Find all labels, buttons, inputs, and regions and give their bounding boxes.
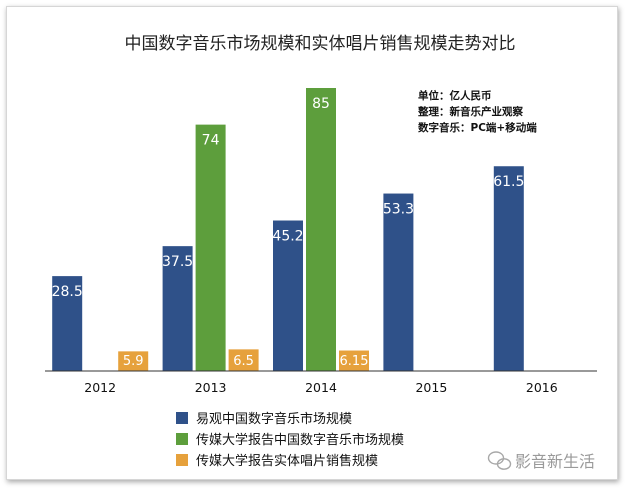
chart-frame: 中国数字音乐市场规模和实体唱片销售规模走势对比 单位：亿人民币 整理：新音乐产业…	[6, 6, 618, 480]
legend-swatch-3	[176, 454, 188, 466]
chart-title: 中国数字音乐市场规模和实体唱片销售规模走势对比	[125, 34, 516, 54]
x-tick-label-2015: 2015	[415, 380, 447, 395]
chart: 中国数字音乐市场规模和实体唱片销售规模走势对比 单位：亿人民币 整理：新音乐产业…	[45, 34, 597, 471]
wechat-icon	[487, 451, 512, 470]
data-label-3-2013: 6.5	[233, 354, 254, 369]
x-tick-label-2012: 2012	[84, 380, 116, 395]
x-tick-labels: 2012 2013 2014 2015 2016	[84, 380, 557, 395]
data-label-1-2015: 53.3	[383, 202, 414, 218]
note-scope: 数字音乐：PC端+移动端	[417, 121, 537, 134]
chart-notes: 单位：亿人民币 整理：新音乐产业观察 数字音乐：PC端+移动端	[417, 89, 537, 134]
note-source: 整理：新音乐产业观察	[417, 105, 523, 118]
data-labels-group: 28.5 5.9 37.5 74 6.5 45.2 85 6.15 53.3 61.5	[52, 96, 525, 369]
legend: 易观中国数字音乐市场规模传媒大学报告中国数字音乐市场规模传媒大学报告实体唱片销售…	[176, 411, 404, 469]
watermark: 影音新生活	[487, 451, 595, 471]
legend-label-3: 传媒大学报告实体唱片销售规模	[196, 453, 378, 469]
bar-1-2015	[383, 193, 414, 371]
data-label-1-2014: 45.2	[272, 229, 303, 245]
bar-3-2012	[118, 351, 149, 371]
x-tick-label-2013: 2013	[195, 380, 227, 395]
legend-swatch-2	[176, 433, 188, 445]
note-unit: 单位：亿人民币	[418, 89, 492, 102]
bar-1-2013	[162, 246, 193, 371]
x-tick-label-2014: 2014	[305, 380, 337, 395]
legend-label-1: 易观中国数字音乐市场规模	[196, 411, 352, 427]
legend-label-2: 传媒大学报告中国数字音乐市场规模	[196, 432, 404, 448]
watermark-text: 影音新生活	[515, 452, 595, 471]
bar-2-2013	[195, 124, 226, 371]
data-label-2-2013: 74	[202, 133, 220, 149]
bar-1-2016	[493, 166, 524, 371]
data-label-3-2014: 6.15	[340, 354, 369, 369]
bar-1-2014	[273, 220, 303, 371]
x-tick-label-2016: 2016	[526, 380, 558, 395]
bars-group	[52, 88, 524, 371]
bar-3-2013	[228, 349, 259, 371]
bar-1-2012	[52, 276, 83, 371]
bar-3-2014	[339, 350, 369, 371]
data-label-1-2012: 28.5	[52, 284, 83, 300]
data-label-3-2012: 5.9	[123, 354, 144, 369]
bar-2-2014	[306, 88, 336, 371]
data-label-2-2014: 85	[312, 96, 330, 112]
data-label-1-2016: 61.5	[493, 174, 524, 190]
legend-swatch-1	[176, 412, 188, 424]
data-label-1-2013: 37.5	[162, 254, 193, 270]
